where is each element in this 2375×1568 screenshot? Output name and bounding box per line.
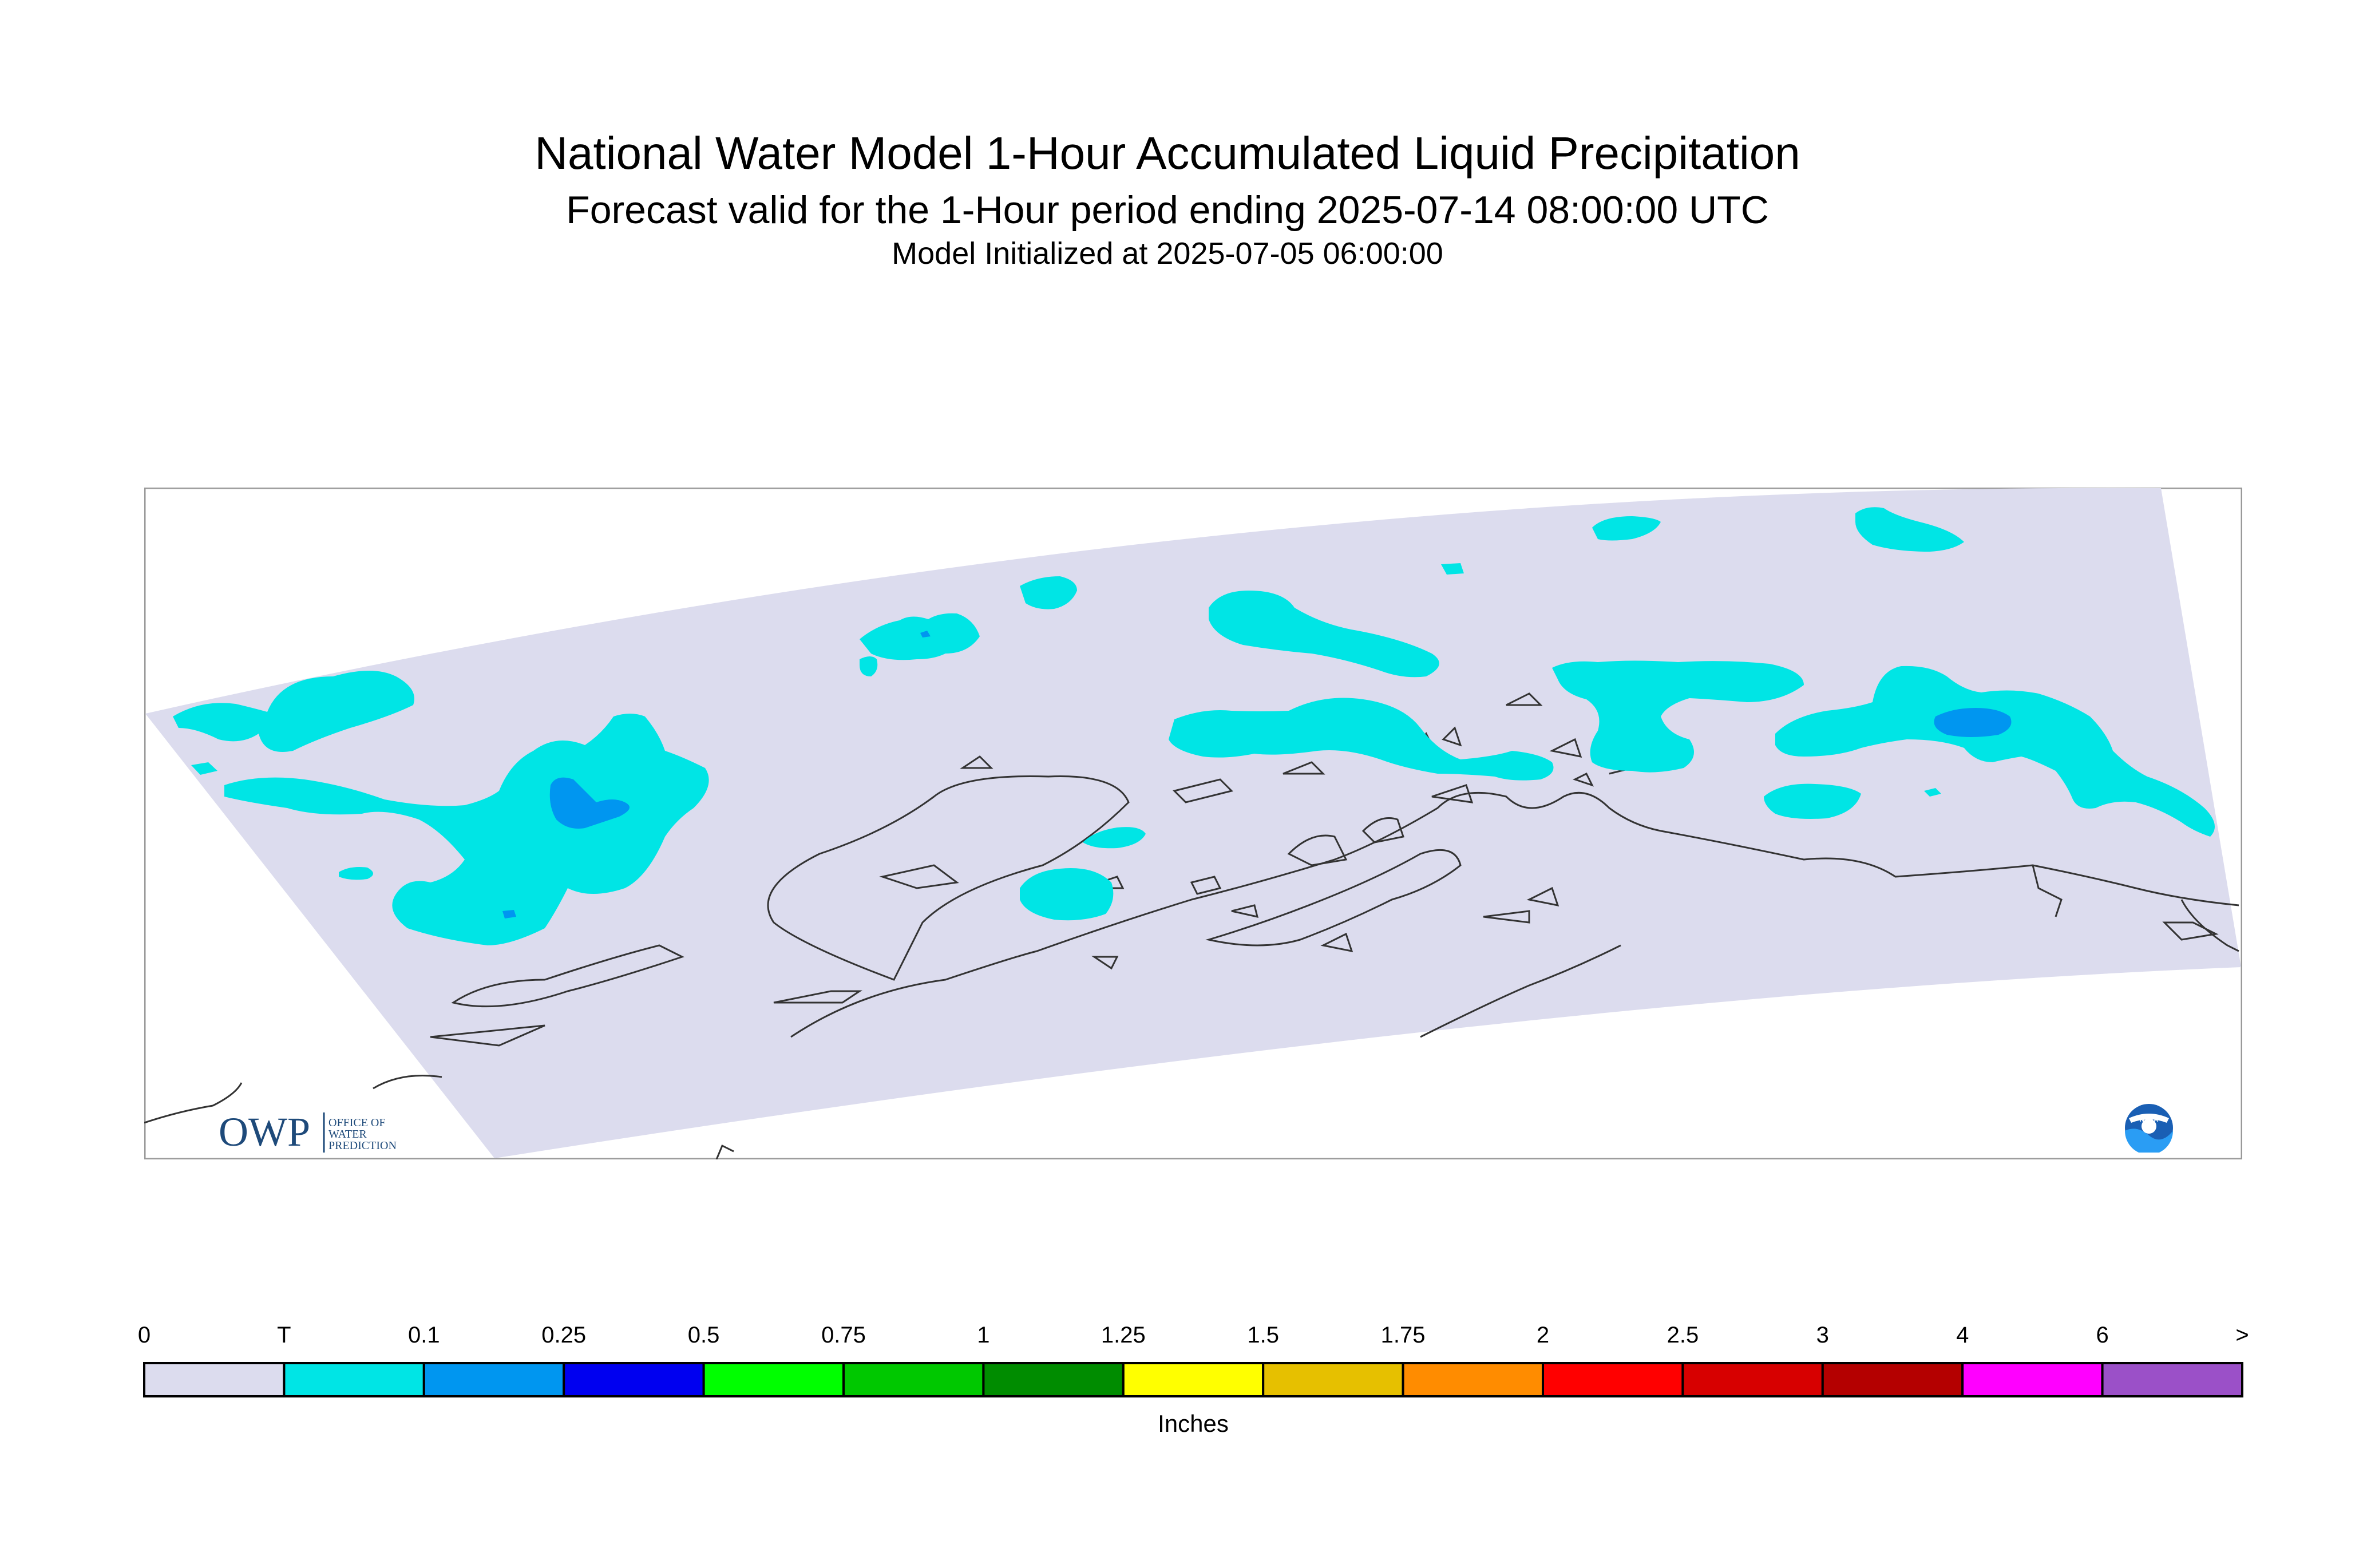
owp-line-1: OFFICE OF xyxy=(328,1116,385,1129)
legend-swatch-4 xyxy=(702,1362,845,1397)
legend-label-0: 0 xyxy=(138,1322,151,1348)
legend-swatch-13 xyxy=(1961,1362,2104,1397)
legend-swatch-7 xyxy=(1122,1362,1265,1397)
legend-swatch-0 xyxy=(143,1362,286,1397)
legend-label-5: 0.75 xyxy=(821,1322,866,1348)
legend-swatch-6 xyxy=(982,1362,1125,1397)
noaa-text: NOAA xyxy=(2140,1116,2158,1123)
legend-swatch-8 xyxy=(1262,1362,1404,1397)
legend-label-9: 1.75 xyxy=(1381,1322,1426,1348)
legend-label-2: 0.1 xyxy=(408,1322,440,1348)
model-domain xyxy=(145,488,2241,1158)
precip-light-blue-areas xyxy=(502,631,2012,918)
legend-swatch-12 xyxy=(1821,1362,1964,1397)
legend-label-14: 6 xyxy=(2096,1322,2108,1348)
legend-swatch-10 xyxy=(1542,1362,1684,1397)
legend-label-3: 0.25 xyxy=(541,1322,586,1348)
legend-label-6: 1 xyxy=(977,1322,989,1348)
legend-label-15: > xyxy=(2235,1322,2249,1348)
owp-wordmark: OWP xyxy=(219,1109,310,1155)
map-title: National Water Model 1-Hour Accumulated … xyxy=(535,128,1800,179)
legend-label-8: 1.5 xyxy=(1247,1322,1279,1348)
precipitation-map xyxy=(144,488,2242,1159)
legend-swatch-11 xyxy=(1681,1362,1824,1397)
legend-label-11: 2.5 xyxy=(1667,1322,1699,1348)
init-time: Model Initialized at 2025-07-05 06:00:00 xyxy=(892,236,1443,271)
legend-swatch-3 xyxy=(563,1362,705,1397)
legend-label-4: 0.5 xyxy=(688,1322,720,1348)
legend-swatch-2 xyxy=(422,1362,565,1397)
owp-line-2: WATER xyxy=(328,1128,367,1141)
legend-label-13: 4 xyxy=(1956,1322,1969,1348)
precip-trace-areas xyxy=(173,507,2215,945)
map-subtitle: Forecast valid for the 1-Hour period end… xyxy=(566,188,1769,232)
legend-swatch-14 xyxy=(2101,1362,2244,1397)
owp-logo: OWP OFFICE OF WATER PREDICTION xyxy=(219,1109,397,1155)
legend-label-10: 2 xyxy=(1537,1322,1549,1348)
legend-label-7: 1.25 xyxy=(1101,1322,1146,1348)
owp-line-3: PREDICTION xyxy=(328,1139,397,1152)
noaa-logo: NOAA xyxy=(2125,1104,2173,1153)
legend-units: Inches xyxy=(1158,1410,1229,1437)
legend-label-1: T xyxy=(277,1322,291,1348)
legend-swatch-9 xyxy=(1402,1362,1545,1397)
legend-swatch-5 xyxy=(842,1362,985,1397)
legend-swatch-1 xyxy=(283,1362,425,1397)
legend-label-12: 3 xyxy=(1816,1322,1829,1348)
